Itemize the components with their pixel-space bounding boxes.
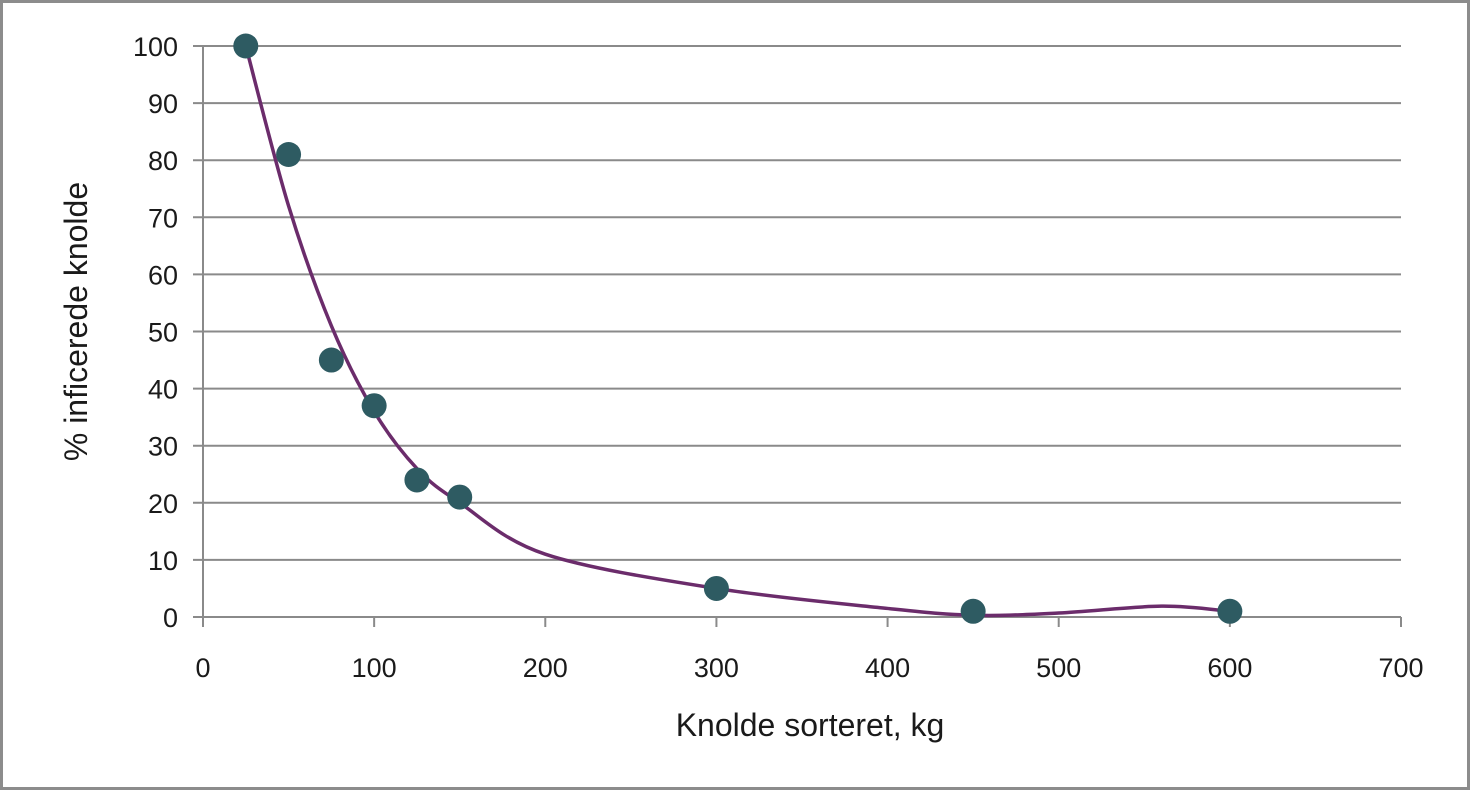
y-tick-label: 90 <box>148 89 178 119</box>
y-tick-labels: 0 10 20 30 40 50 60 70 80 90 100 <box>133 32 178 633</box>
y-tick-label: 30 <box>148 432 178 462</box>
y-tick-label: 40 <box>148 375 178 405</box>
data-point <box>318 347 344 373</box>
y-tick-label: 100 <box>133 32 178 62</box>
data-point <box>233 33 259 59</box>
y-axis-title: % inficerede knolde <box>58 182 94 461</box>
x-tick-label: 700 <box>1378 653 1423 683</box>
x-tick-label: 200 <box>523 653 568 683</box>
y-tick-label: 50 <box>148 318 178 348</box>
data-point <box>960 598 986 624</box>
y-tick-label: 70 <box>148 203 178 233</box>
data-point <box>1217 598 1243 624</box>
x-tick-label: 300 <box>694 653 739 683</box>
x-axis-title: Knolde sorteret, kg <box>676 707 945 743</box>
axes <box>193 46 1402 627</box>
data-point <box>361 393 387 419</box>
data-point <box>276 141 302 167</box>
y-tick-label: 80 <box>148 146 178 176</box>
x-tick-label: 0 <box>195 653 210 683</box>
chart: 0 10 20 30 40 50 60 70 80 90 100 0 100 200 300 400 500 6… <box>58 32 1424 743</box>
trendline <box>244 45 1230 618</box>
grid-lines <box>193 45 1401 561</box>
x-tick-label: 500 <box>1036 653 1081 683</box>
data-point <box>703 575 729 601</box>
y-tick-label: 0 <box>163 603 178 633</box>
x-tick-label: 600 <box>1207 653 1252 683</box>
data-point <box>447 484 473 510</box>
y-tick-label: 10 <box>148 546 178 576</box>
x-tick-label: 100 <box>352 653 397 683</box>
trendline-group <box>244 45 1230 618</box>
data-points <box>233 33 1243 624</box>
y-tick-label: 60 <box>148 260 178 290</box>
x-tick-label: 400 <box>865 653 910 683</box>
data-point <box>404 467 430 493</box>
y-tick-label: 20 <box>148 489 178 519</box>
x-tick-labels: 0 100 200 300 400 500 600 700 <box>195 653 1423 683</box>
